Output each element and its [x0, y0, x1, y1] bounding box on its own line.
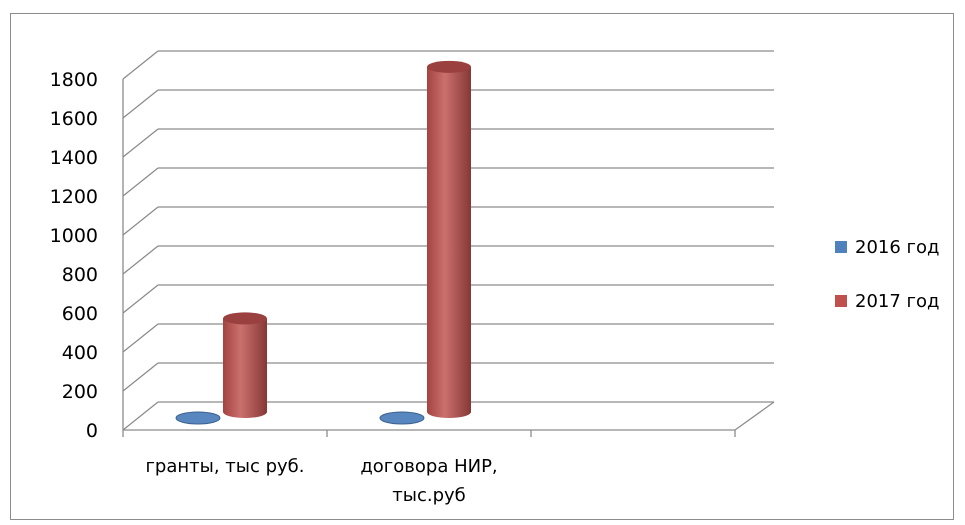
gridline-side: [122, 128, 159, 158]
gridline-side: [122, 245, 159, 275]
gridline-side: [122, 323, 159, 353]
axes: [122, 79, 775, 437]
y-tick-label: 600: [62, 303, 98, 325]
bar-2017-grants: [223, 312, 267, 418]
category-label: тыс.руб: [392, 485, 466, 506]
bar-2016-grants: [175, 411, 221, 425]
y-tick-label: 1600: [50, 108, 98, 130]
bar-2017-contracts: [427, 60, 471, 418]
y-tick-label: 1000: [50, 225, 98, 247]
y-tick-label: 0: [86, 420, 98, 442]
gridline-side: [122, 50, 159, 80]
gridline-side: [122, 401, 159, 431]
y-tick-label: 1200: [50, 186, 98, 208]
bar-top: [223, 312, 267, 325]
bar-body: [427, 66, 471, 418]
category-label: гранты, тыс руб.: [145, 456, 304, 477]
legend-swatch: [835, 295, 847, 307]
y-tick-label: 200: [62, 381, 98, 403]
bar-body: [223, 318, 267, 418]
legend-label: 2017 год: [855, 291, 939, 312]
chart-frame: [10, 13, 954, 520]
gridline-side: [122, 284, 159, 314]
y-tick-label: 1800: [50, 69, 98, 91]
y-tick-label: 800: [62, 264, 98, 286]
gridline-side: [122, 206, 159, 236]
y-tick-labels: 0 200 400 600 800 1000 1200 1400 1600 1800: [50, 69, 98, 442]
floor-edge: [734, 401, 775, 431]
y-tick-label: 400: [62, 342, 98, 364]
bar-top: [427, 60, 471, 73]
gridline-side: [122, 167, 159, 197]
gridline-side: [122, 89, 159, 119]
bar-top: [379, 411, 425, 425]
y-tick-label: 1400: [50, 147, 98, 169]
legend-label: 2016 год: [855, 237, 939, 258]
legend: 2016 год 2017 год: [835, 237, 939, 312]
bar-top: [175, 411, 221, 425]
bar-2016-contracts: [379, 411, 425, 425]
gridline-side: [122, 362, 159, 392]
category-label: договора НИР,: [360, 456, 497, 477]
x-category-labels: гранты, тыс руб. договора НИР, тыс.руб: [145, 456, 497, 506]
bars: [175, 60, 471, 425]
legend-swatch: [835, 241, 847, 253]
